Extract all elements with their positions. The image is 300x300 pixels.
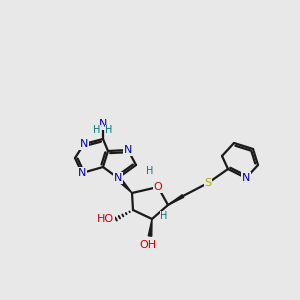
Text: N: N xyxy=(99,119,107,129)
Polygon shape xyxy=(148,219,152,236)
Text: HO: HO xyxy=(97,214,114,224)
Text: H: H xyxy=(105,125,113,135)
Text: O: O xyxy=(154,182,162,192)
Text: H: H xyxy=(160,211,167,221)
Text: N: N xyxy=(242,173,250,183)
Text: H: H xyxy=(146,166,154,176)
Text: N: N xyxy=(124,145,132,155)
Text: S: S xyxy=(204,178,211,188)
Text: N: N xyxy=(78,168,86,178)
Text: N: N xyxy=(80,139,88,149)
Polygon shape xyxy=(168,195,184,205)
Text: OH: OH xyxy=(140,240,157,250)
Text: H: H xyxy=(93,125,101,135)
Polygon shape xyxy=(116,176,132,193)
Text: N: N xyxy=(114,173,122,183)
